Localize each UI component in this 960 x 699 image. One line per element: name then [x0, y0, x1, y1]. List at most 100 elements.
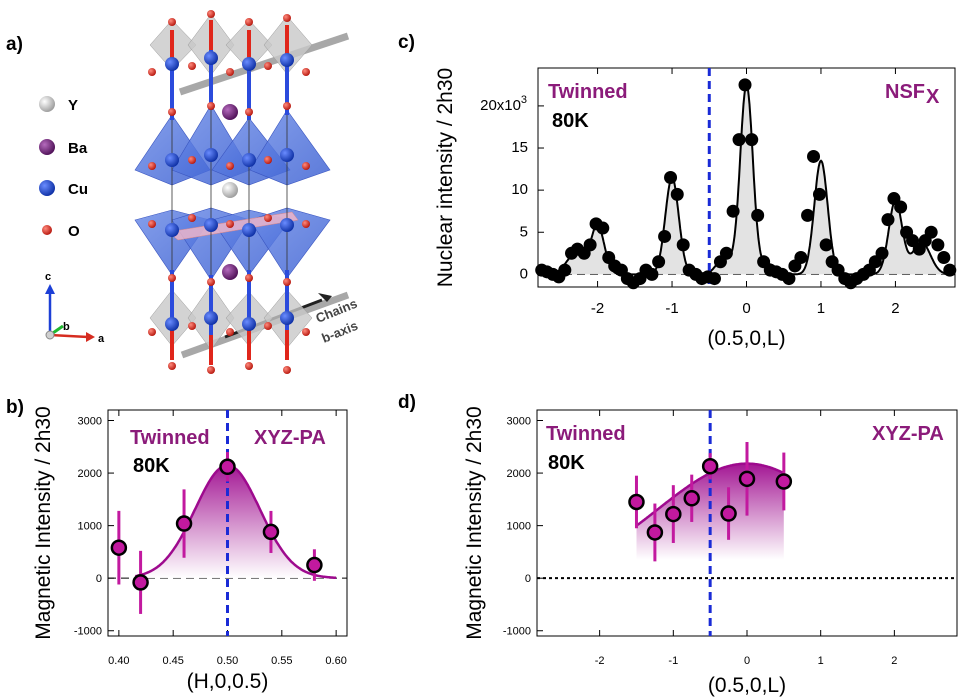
y-atom	[222, 182, 238, 198]
data-point	[719, 246, 733, 260]
y-tick-label: 2000	[507, 468, 531, 480]
data-point	[664, 171, 678, 184]
data-point	[775, 473, 793, 490]
x-tick-label: 2	[891, 655, 897, 667]
x-axis-label: (0.5,0,L)	[707, 327, 785, 350]
chart-d-magnetic-intensity-l: -1000 0 1000 2000 3000 -2 -1 0 1 2 (0.5,0,L) Magnet…	[463, 406, 958, 697]
data-point	[175, 515, 193, 532]
x-tick-label: -1	[668, 655, 678, 667]
x-tick-label: 0.40	[108, 655, 129, 667]
y-axis-label: Magnetic Intensity / 2h30	[32, 406, 55, 639]
annotation-nsf: NSF	[885, 81, 925, 103]
y-tick-label: 1000	[507, 521, 531, 533]
data-point	[645, 267, 659, 281]
annotation-twinned: Twinned	[130, 427, 210, 449]
legend-ba-label: Ba	[68, 140, 88, 157]
annotation-twinned: Twinned	[546, 423, 626, 445]
annotation-temperature: 80K	[552, 110, 589, 132]
panel-label-b: b)	[6, 397, 24, 418]
data-point	[596, 221, 610, 235]
data-point	[665, 505, 682, 523]
ba-atom-bottom	[222, 264, 238, 280]
data-point	[875, 246, 889, 260]
axes-triad: c b a	[45, 271, 105, 345]
data-point	[894, 200, 908, 214]
data-point	[937, 251, 951, 265]
x-tick-label: 0.45	[162, 655, 183, 667]
data-point	[881, 213, 895, 227]
y-tick-label: 0	[525, 573, 531, 585]
y-tick-label: 15	[511, 139, 528, 156]
y-axis-label: Nuclear intensity / 2h30	[434, 68, 457, 287]
y-tick-label: 1000	[78, 521, 102, 533]
data-point	[732, 133, 746, 147]
data-point	[646, 524, 664, 541]
legend-o-label: O	[68, 223, 80, 240]
annotation-xyz-pa: XYZ-PA	[254, 427, 326, 449]
data-point	[219, 458, 236, 476]
data-point	[683, 490, 700, 507]
annotation-temperature: 80K	[548, 452, 585, 474]
y-tick-label: 10	[511, 181, 528, 198]
data-point	[924, 225, 938, 239]
data-point	[558, 263, 572, 277]
x-tick-label: 1	[818, 655, 824, 667]
data-point	[794, 251, 808, 265]
panel-label-d: d)	[398, 392, 416, 413]
data-point	[943, 263, 957, 277]
legend-cu-label: Cu	[68, 181, 88, 198]
annotation-xyz-pa: XYZ-PA	[872, 423, 944, 445]
x-tick-label: 1	[817, 300, 825, 317]
data-point	[670, 187, 684, 201]
x-tick-label: -1	[665, 300, 678, 317]
x-tick-label: 0.60	[325, 655, 346, 667]
panel-label-a: a)	[6, 34, 23, 55]
data-point	[819, 238, 833, 252]
x-tick-label: 0.50	[217, 655, 238, 667]
data-point	[110, 539, 128, 556]
data-point	[676, 238, 690, 252]
data-point	[132, 574, 149, 591]
y-tick-label: 2000	[78, 468, 102, 480]
x-tick-label: -2	[595, 655, 605, 667]
atom-legend: Y Ba Cu O	[39, 96, 88, 240]
data-point	[751, 208, 765, 222]
crystal-structure-illustration: Y Ba Cu O c b a Chains b-axis	[39, 10, 360, 374]
chart-b-magnetic-intensity-h: -1000 0 1000 2000 3000 0.40 0.45 0.50 0.55 0.60 (H…	[32, 406, 348, 693]
legend-cu-atom	[39, 180, 55, 196]
y-tick-label: 3000	[507, 416, 531, 428]
chart-c-nuclear-intensity: 0 5 10 15 20x10 3 -2 -1 0 1 2 (0.5,0,L) Nuclear inte…	[434, 67, 957, 350]
data-point	[738, 470, 756, 488]
chain-bar-top	[178, 32, 350, 96]
x-tick-label: 2	[891, 300, 899, 317]
legend-ba-atom	[39, 139, 55, 155]
y-tick-label: 5	[520, 223, 528, 240]
y-tick-label: -1000	[74, 626, 102, 638]
data-point	[807, 149, 821, 163]
data-point	[812, 187, 826, 201]
data-point	[726, 204, 740, 218]
data-point	[306, 556, 323, 574]
data-point	[782, 272, 796, 286]
y-tick-label: 0	[520, 265, 528, 282]
data-point	[701, 457, 719, 475]
x-tick-label: -2	[591, 300, 604, 317]
data-point	[720, 505, 737, 522]
data-point	[738, 78, 752, 92]
x-axis-label: (H,0,0.5)	[187, 670, 269, 693]
data-point	[745, 133, 759, 147]
data-point	[707, 272, 721, 286]
data-point	[262, 523, 280, 541]
axis-b-label: b	[63, 321, 70, 333]
legend-y-atom	[39, 96, 55, 112]
data-point	[652, 255, 666, 269]
fit-area	[538, 84, 955, 275]
legend-y-label: Y	[68, 97, 78, 114]
ba-atom-top	[222, 104, 238, 120]
annotation-nsf-subscript: X	[926, 86, 940, 108]
y-tick-label: 0	[96, 573, 102, 585]
annotation-twinned: Twinned	[548, 81, 628, 103]
axis-c-label: c	[45, 271, 51, 283]
y-tick-label: -1000	[503, 626, 531, 638]
data-point	[931, 238, 945, 252]
